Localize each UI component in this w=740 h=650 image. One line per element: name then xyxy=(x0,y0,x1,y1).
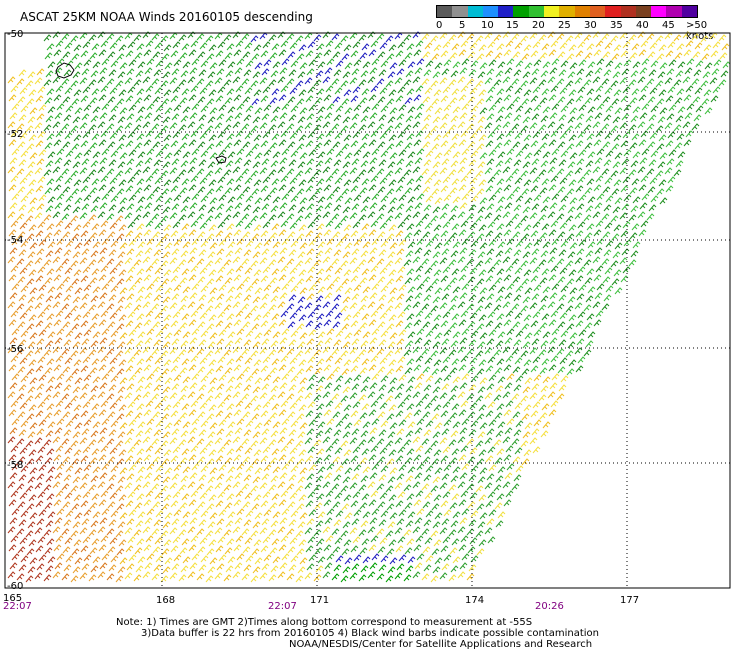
note-line-1: Note: 1) Times are GMT 2)Times along bot… xyxy=(116,617,533,628)
legend-swatch xyxy=(681,6,698,17)
legend-swatch xyxy=(635,6,652,17)
legend-swatch xyxy=(651,6,667,17)
legend-tick: 0 xyxy=(436,20,443,31)
island-outline xyxy=(55,62,75,79)
lat-label: -56 xyxy=(7,344,23,355)
legend-tick: 35 xyxy=(610,20,623,31)
wind-speed-legend: 0 5 10 15 20 25 30 35 40 45 >50 knots xyxy=(436,5,730,42)
lat-label: -58 xyxy=(7,460,23,471)
lat-label: -52 xyxy=(7,129,23,140)
lon-label: 174 xyxy=(465,595,484,606)
legend-color-bar xyxy=(436,5,698,18)
lon-label: 165 xyxy=(3,593,22,604)
legend-tick: 30 xyxy=(584,20,597,31)
graticule xyxy=(5,33,730,588)
legend-swatch xyxy=(528,6,545,17)
time-label: 20:26 xyxy=(535,601,564,612)
legend-tick: 10 xyxy=(481,20,494,31)
legend-swatch xyxy=(513,6,529,17)
legend-swatch xyxy=(574,6,590,17)
time-label: 22:07 xyxy=(268,601,297,612)
lat-label: -50 xyxy=(7,29,23,40)
legend-tick: 5 xyxy=(459,20,466,31)
legend-swatch xyxy=(452,6,468,17)
legend-tick: 45 xyxy=(662,20,675,31)
wind-barbs-layer xyxy=(7,31,731,583)
legend-swatch xyxy=(589,6,606,17)
legend-swatch xyxy=(467,6,483,17)
note-line-2: 3)Data buffer is 22 hrs from 20160105 4)… xyxy=(141,628,599,639)
legend-tick: 20 xyxy=(532,20,545,31)
island-outline xyxy=(215,155,227,164)
legend-swatch xyxy=(498,6,514,17)
lat-label: -60 xyxy=(7,581,23,592)
legend-swatch xyxy=(620,6,636,17)
legend-swatch xyxy=(666,6,682,17)
legend-swatch xyxy=(437,6,453,17)
legend-tick: 40 xyxy=(636,20,649,31)
map-title: ASCAT 25KM NOAA Winds 20160105 descendin… xyxy=(20,10,313,24)
note-line-3: NOAA/NESDIS/Center for Satellite Applica… xyxy=(289,639,593,650)
legend-swatch xyxy=(482,6,499,17)
legend-swatch xyxy=(605,6,621,17)
legend-tick: >50 knots xyxy=(686,20,714,42)
lat-label: -54 xyxy=(7,235,23,246)
map-frame xyxy=(4,32,731,589)
legend-swatch xyxy=(559,6,575,17)
legend-tick: 15 xyxy=(506,20,519,31)
lon-label: 177 xyxy=(620,595,639,606)
legend-tick: 25 xyxy=(558,20,571,31)
lon-label: 168 xyxy=(156,595,175,606)
lon-label: 171 xyxy=(310,595,329,606)
legend-swatch xyxy=(544,6,560,17)
time-label: 22:07 xyxy=(3,601,32,612)
